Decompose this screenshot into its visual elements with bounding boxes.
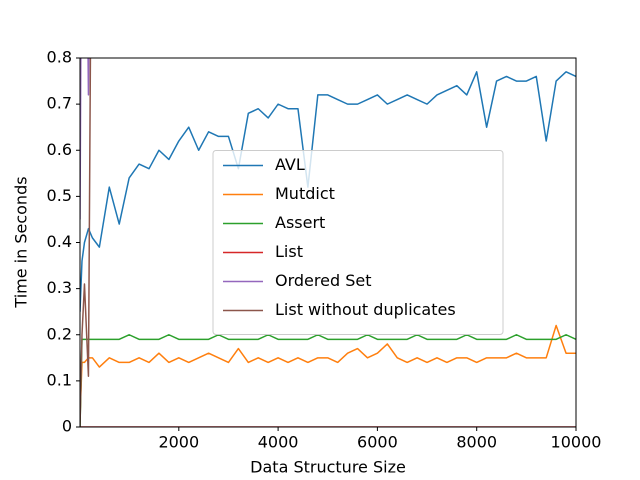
series-line — [80, 334, 576, 427]
x-tick-label: 6000 — [357, 433, 398, 452]
y-tick-label: 0 — [62, 417, 72, 436]
x-tick-label: 4000 — [258, 433, 299, 452]
y-tick-label: 0.8 — [47, 48, 72, 67]
y-tick-label: 0.4 — [47, 232, 72, 251]
legend-label: AVL — [275, 155, 305, 174]
legend-label: Ordered Set — [275, 271, 371, 290]
y-tick-label: 0.5 — [47, 186, 72, 205]
y-tick-label: 0.7 — [47, 94, 72, 113]
y-axis-label: Time in Seconds — [12, 176, 31, 308]
plot-lines — [80, 58, 576, 427]
series-line — [80, 324, 576, 418]
series-line — [80, 58, 92, 427]
legend-label: List without duplicates — [275, 300, 456, 319]
legend-label: List — [275, 242, 303, 261]
x-tick-label: 2000 — [158, 433, 199, 452]
series-line — [80, 71, 576, 312]
legend-box — [212, 150, 504, 335]
x-tick-label: 8000 — [456, 433, 497, 452]
x-axis-label: Data Structure Size — [250, 458, 406, 477]
y-tick-label: 0.6 — [47, 140, 72, 159]
y-tick-label: 0.1 — [47, 370, 72, 389]
legend-label: Assert — [275, 213, 325, 232]
legend-label: Mutdict — [275, 184, 335, 203]
y-tick-label: 0.3 — [47, 278, 72, 297]
x-tick-label: 10000 — [551, 433, 602, 452]
y-tick-label: 0.2 — [47, 324, 72, 343]
